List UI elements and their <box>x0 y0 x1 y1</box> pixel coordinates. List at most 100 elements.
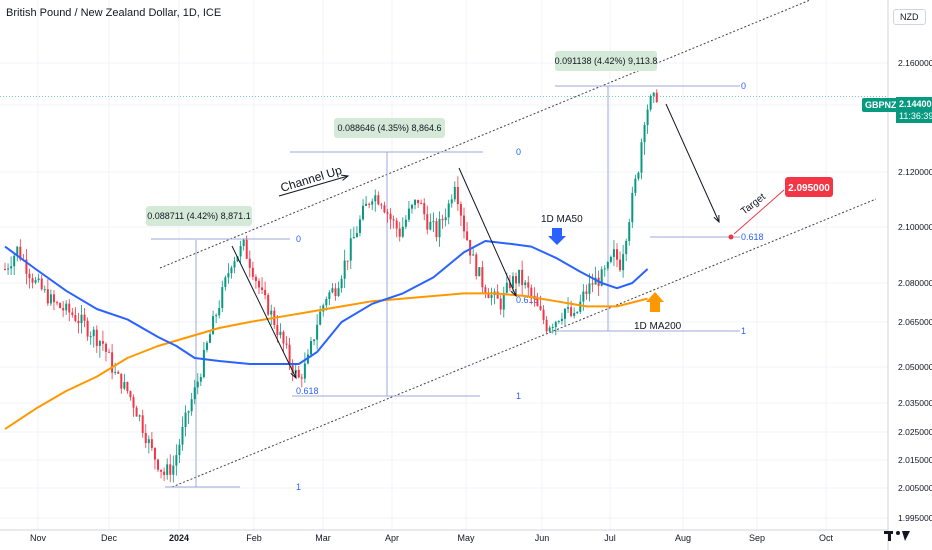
candle <box>496 284 499 299</box>
y-tick-label: 2.005000 <box>898 483 932 493</box>
candle <box>285 336 288 349</box>
candle <box>74 307 77 323</box>
candle-body <box>374 195 377 202</box>
candle <box>410 203 413 214</box>
candle <box>490 287 493 306</box>
candle-body <box>31 278 34 283</box>
candle-body <box>49 294 52 304</box>
candle-body <box>346 260 349 262</box>
candle <box>233 256 236 274</box>
candle-body <box>567 307 570 309</box>
candle <box>68 299 71 322</box>
candle-body <box>619 259 622 271</box>
candle-body <box>4 269 6 270</box>
candle <box>141 409 144 438</box>
candle <box>215 313 218 324</box>
candle <box>374 189 377 212</box>
candle-body <box>251 267 254 277</box>
candle <box>16 245 19 262</box>
candle <box>521 260 524 296</box>
candle <box>352 226 355 239</box>
candle <box>132 394 135 417</box>
candle-body <box>221 287 224 308</box>
candle-body <box>193 387 196 400</box>
candle <box>548 325 551 334</box>
drawn-arrow-head <box>510 288 517 298</box>
candle <box>138 414 141 422</box>
last-price-value: 2.144000 <box>899 99 932 109</box>
candle-body <box>172 465 175 475</box>
measure-label-3: 0.091138 (4.42%) 9,113.8 <box>555 56 658 66</box>
candle <box>380 202 383 209</box>
candle-body <box>527 282 530 288</box>
candle-body <box>545 319 548 332</box>
candle-body <box>582 291 585 302</box>
ma200-label: 1D MA200 <box>634 321 682 332</box>
candle-body <box>187 411 190 413</box>
candle <box>190 392 193 416</box>
candle-body <box>334 288 337 296</box>
candle-body <box>254 276 257 281</box>
candle-body <box>628 222 631 241</box>
candle-body <box>138 415 141 417</box>
candle <box>71 307 74 318</box>
candle-body <box>276 325 279 336</box>
candle <box>328 290 331 306</box>
candle-body <box>343 260 346 279</box>
candle <box>398 221 401 242</box>
candle <box>310 336 312 358</box>
candle <box>31 273 34 289</box>
candle-body <box>160 469 163 472</box>
candle-body <box>111 352 114 373</box>
drawn-arrow <box>458 167 517 297</box>
candle <box>469 239 472 264</box>
candle <box>527 276 530 297</box>
candle-body <box>441 218 444 221</box>
candle-body <box>166 464 169 476</box>
candle <box>619 251 622 272</box>
candle-body <box>609 256 612 262</box>
candle-body <box>438 218 441 238</box>
candle-body <box>398 228 401 237</box>
candle-body <box>117 371 120 374</box>
candle-body <box>432 221 435 223</box>
candle <box>202 342 205 379</box>
candle-body <box>43 289 46 291</box>
candle-body <box>95 329 98 346</box>
fib-1-label: 1 <box>516 391 521 401</box>
candle-body <box>74 314 77 321</box>
candle <box>209 330 212 344</box>
candle <box>386 208 389 223</box>
candle <box>444 208 447 227</box>
fib-618-label: 0.618 <box>516 295 539 305</box>
candle-body <box>591 283 594 285</box>
y-tick-label: 2.050000 <box>898 362 932 372</box>
candle-body <box>282 331 285 344</box>
currency-scale-label[interactable]: NZD <box>893 9 926 25</box>
candle-body <box>16 246 19 256</box>
y-tick-label: 2.120000 <box>898 167 932 177</box>
candle <box>95 325 98 353</box>
candle-body <box>13 255 16 267</box>
candle-body <box>417 199 420 204</box>
channel-arrow-head <box>340 174 350 181</box>
candle-body <box>104 343 107 352</box>
candle <box>150 432 153 451</box>
tradingview-logo-icon[interactable] <box>883 528 913 544</box>
candle <box>475 252 478 280</box>
candle <box>86 317 89 341</box>
candle-body <box>349 238 352 261</box>
candle <box>560 312 563 325</box>
candle-body <box>86 320 89 337</box>
candle <box>10 256 13 276</box>
x-tick-label: Dec <box>101 533 118 543</box>
candle-body <box>28 273 31 279</box>
candle <box>169 454 172 483</box>
candle <box>120 373 123 394</box>
candle-body <box>77 320 80 324</box>
candle-body <box>536 299 539 307</box>
candle-body <box>215 315 218 317</box>
candle <box>652 92 655 104</box>
